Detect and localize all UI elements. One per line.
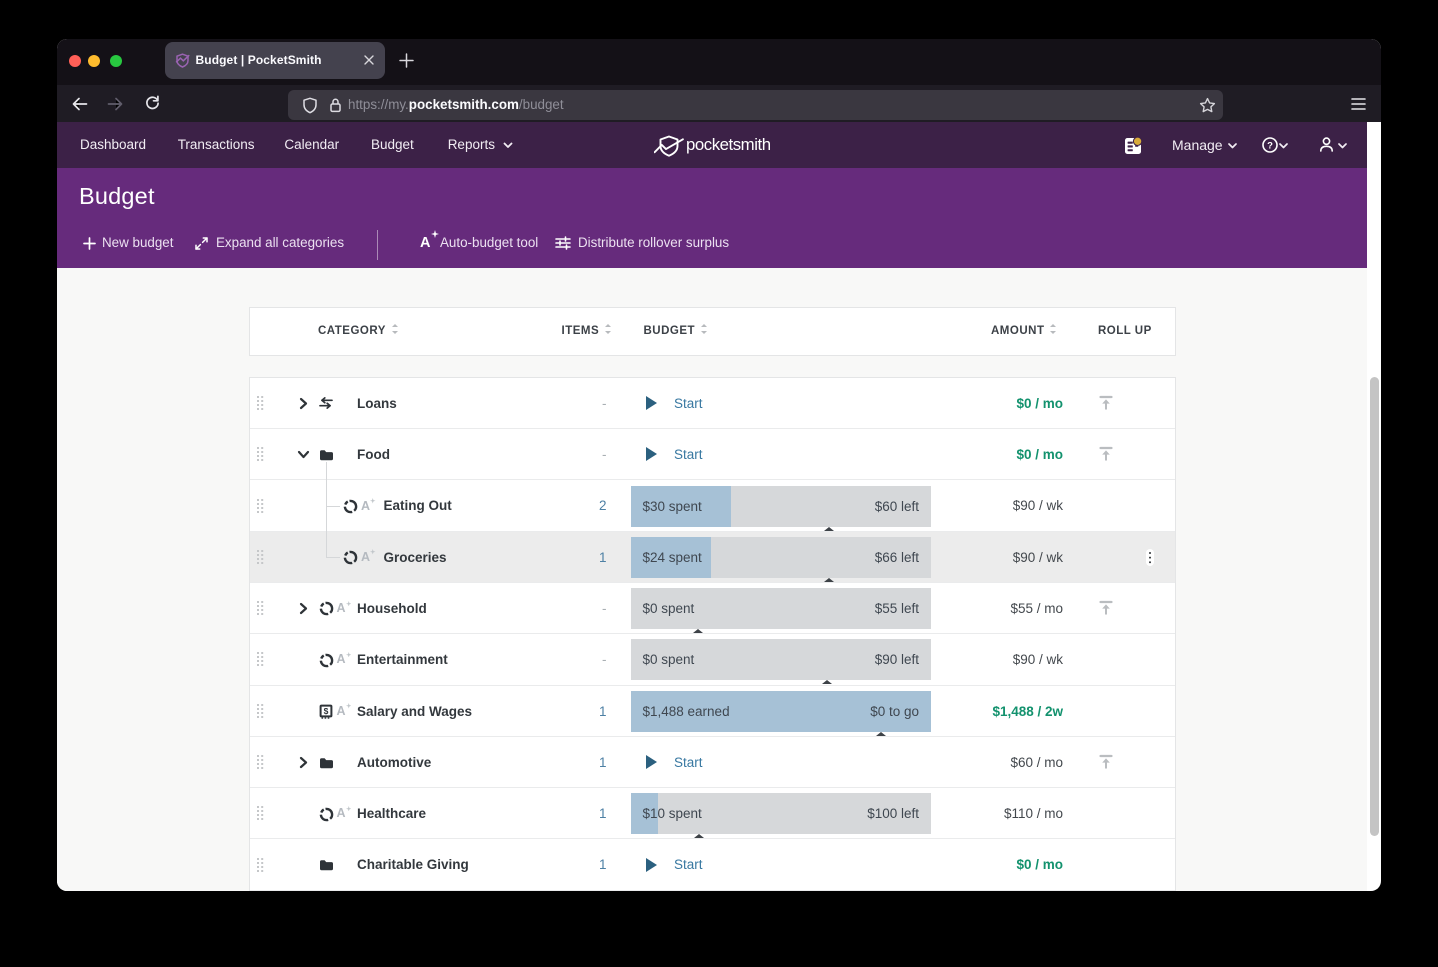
svg-text:?: ? (1267, 140, 1273, 151)
svg-text:$: $ (324, 706, 329, 716)
